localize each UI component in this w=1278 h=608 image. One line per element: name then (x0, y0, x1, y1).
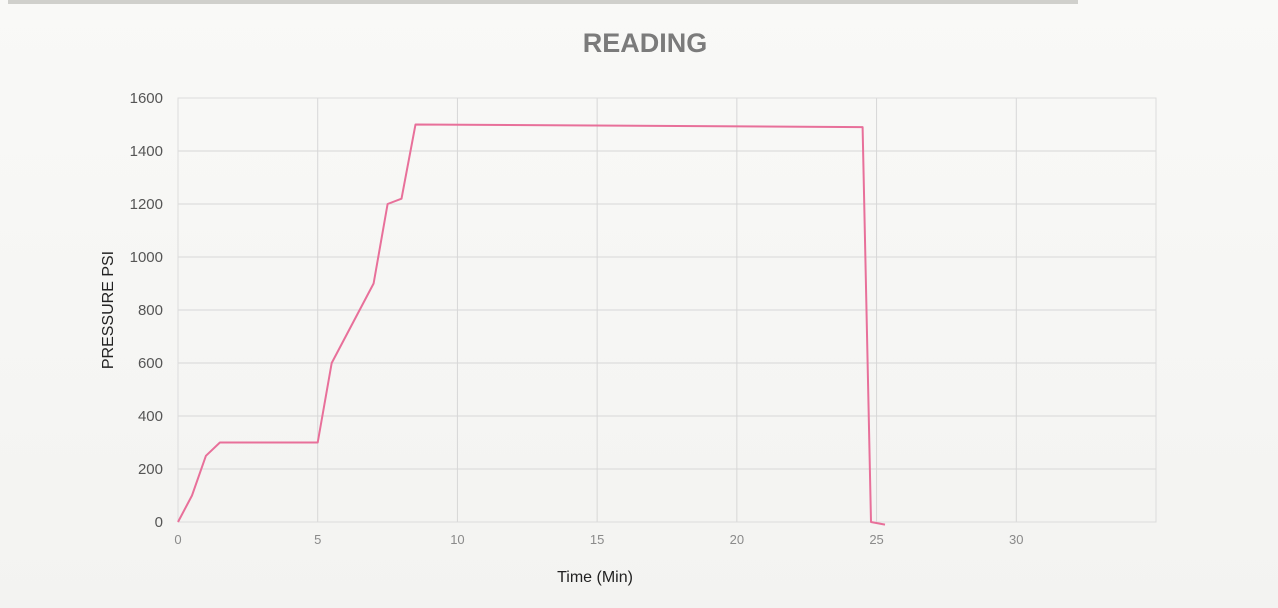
y-tick-label-200: 200 (138, 461, 163, 478)
y-tick-label-600: 600 (138, 355, 163, 372)
y-tick-label-1000: 1000 (130, 249, 163, 266)
y-axis-label: PRESSURE PSI (100, 251, 117, 369)
series-layer (177, 123, 886, 526)
chart-title: READING (583, 28, 708, 58)
x-tick-label-10: 10 (450, 532, 464, 547)
y-tick-label-400: 400 (138, 408, 163, 425)
scan-top-edge (8, 0, 1078, 4)
x-tick-label-15: 15 (590, 532, 604, 547)
series-line-0 (177, 123, 886, 526)
x-tick-label-5: 5 (314, 532, 321, 547)
y-axis-ticks: 0 200 400 600 800 1000 1200 1400 1600 (130, 90, 163, 531)
plot-area-frame (177, 97, 1157, 523)
x-axis-label: Time (Min) (557, 569, 633, 586)
y-tick-label-0: 0 (155, 514, 163, 531)
y-tick-label-1200: 1200 (130, 196, 163, 213)
x-tick-label-20: 20 (730, 532, 744, 547)
x-tick-label-30: 30 (1009, 532, 1023, 547)
y-tick-label-800: 800 (138, 302, 163, 319)
y-tick-label-1600: 1600 (130, 90, 163, 107)
y-tick-label-1400: 1400 (130, 143, 163, 160)
x-tick-label-0: 0 (174, 532, 181, 547)
grid-lines (177, 97, 1156, 523)
x-axis-ticks: 0 5 10 15 20 25 30 (174, 532, 1023, 547)
x-tick-label-25: 25 (869, 532, 883, 547)
